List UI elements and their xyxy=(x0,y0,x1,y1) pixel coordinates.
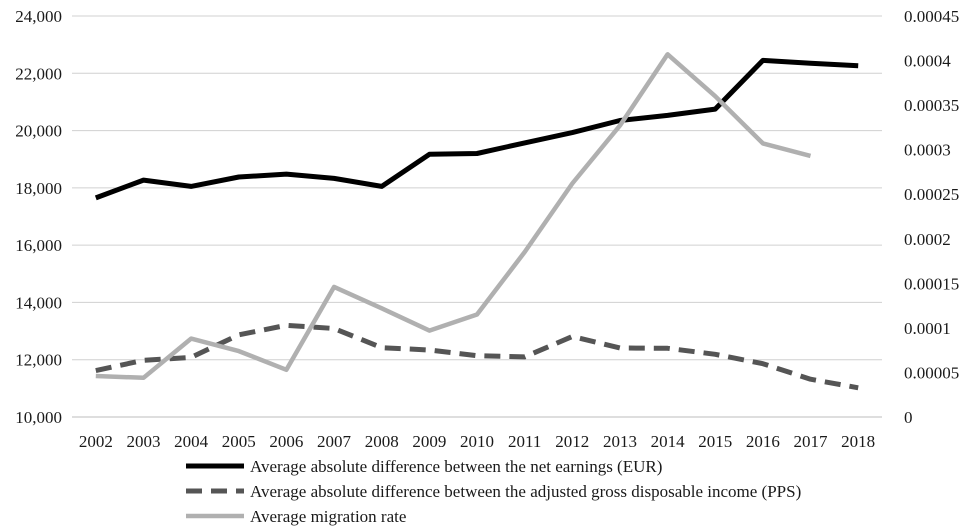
legend-label-1: Average absolute difference between the … xyxy=(250,457,662,476)
gridlines xyxy=(72,15,882,361)
right-tick-label: 0.00025 xyxy=(904,185,959,204)
left-tick-label: 10,000 xyxy=(15,408,62,427)
left-tick-label: 24,000 xyxy=(15,7,62,26)
right-tick-label: 0.0002 xyxy=(904,230,951,249)
left-tick-label: 12,000 xyxy=(15,351,62,370)
right-tick-label: 0.00005 xyxy=(904,363,959,382)
x-tick-label: 2014 xyxy=(651,432,686,451)
x-tick-label: 2002 xyxy=(79,432,113,451)
right-tick-label: 0.00015 xyxy=(904,274,959,293)
x-tick-label: 2010 xyxy=(460,432,494,451)
right-tick-label: 0.00035 xyxy=(904,96,959,115)
x-tick-label: 2011 xyxy=(508,432,541,451)
right-tick-label: 0 xyxy=(904,408,913,427)
right-axis-ticks: 0 0.00005 0.0001 0.00015 0.0002 0.00025 0.0003… xyxy=(904,7,959,427)
right-tick-label: 0.0003 xyxy=(904,141,951,160)
right-tick-label: 0.0004 xyxy=(904,52,951,71)
left-tick-label: 16,000 xyxy=(15,236,62,255)
right-tick-label: 0.00045 xyxy=(904,7,959,26)
series-line-3 xyxy=(95,52,812,381)
x-tick-label: 2018 xyxy=(841,432,875,451)
x-tick-label: 2003 xyxy=(126,432,160,451)
x-tick-label: 2016 xyxy=(746,432,780,451)
legend-label-3: Average migration rate xyxy=(250,507,406,526)
x-axis-ticks: 2002 2003 2004 2005 2006 2007 2008 2009 2010 2011… xyxy=(79,432,875,451)
x-tick-label: 2015 xyxy=(698,432,732,451)
left-tick-label: 20,000 xyxy=(15,122,62,141)
x-tick-label: 2005 xyxy=(222,432,256,451)
left-tick-label: 18,000 xyxy=(15,179,62,198)
x-tick-label: 2012 xyxy=(555,432,589,451)
left-tick-label: 14,000 xyxy=(15,293,62,312)
left-axis-ticks: 10,000 12,000 14,000 16,000 18,000 20,000 22,0… xyxy=(15,7,62,427)
left-tick-label: 22,000 xyxy=(15,64,62,83)
legend: Average absolute difference between the … xyxy=(186,457,801,526)
x-tick-label: 2009 xyxy=(412,432,446,451)
x-tick-label: 2008 xyxy=(365,432,399,451)
series-lines xyxy=(94,52,859,391)
legend-label-2: Average absolute difference between the … xyxy=(250,482,801,501)
right-tick-label: 0.0001 xyxy=(904,319,951,338)
series-line-1 xyxy=(94,57,859,201)
x-tick-label: 2004 xyxy=(174,432,209,451)
x-tick-label: 2017 xyxy=(794,432,829,451)
x-tick-label: 2007 xyxy=(317,432,352,451)
x-tick-label: 2013 xyxy=(603,432,637,451)
x-tick-label: 2006 xyxy=(269,432,303,451)
series-line-2 xyxy=(95,322,859,391)
